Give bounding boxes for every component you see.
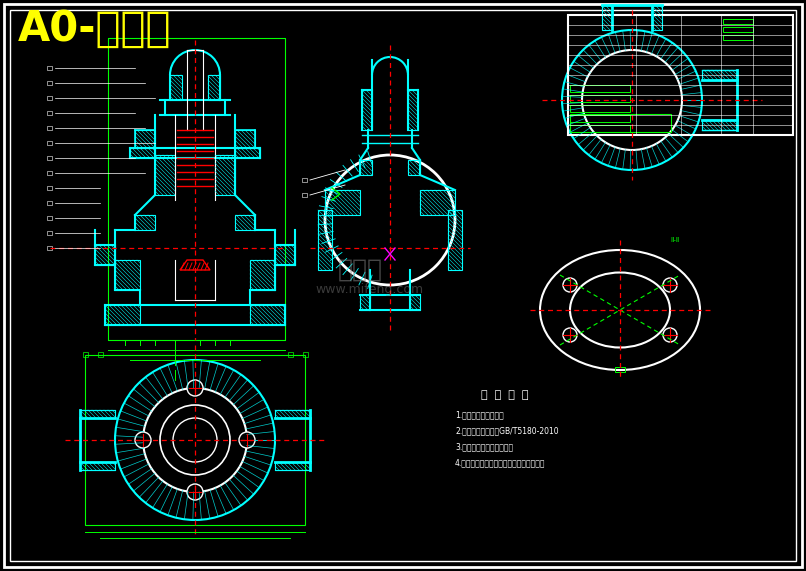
Bar [570, 105, 630, 112]
Circle shape [563, 278, 577, 292]
Bar [362, 90, 372, 130]
Bar [47, 216, 52, 220]
Bar [303, 352, 308, 357]
Bar [47, 96, 52, 100]
Bar [135, 215, 155, 230]
Bar [47, 156, 52, 160]
Bar [288, 352, 293, 357]
Bar [95, 245, 115, 265]
Bar [235, 215, 255, 230]
Bar [108, 38, 285, 340]
Text: Ⅱ-Ⅱ: Ⅱ-Ⅱ [670, 237, 679, 243]
Bar [155, 155, 175, 195]
Bar [723, 19, 753, 24]
Bar [568, 15, 793, 135]
Bar [570, 85, 630, 92]
Bar [47, 201, 52, 205]
Bar [47, 66, 52, 70]
Circle shape [239, 432, 255, 448]
Bar [420, 190, 455, 215]
Bar [275, 462, 310, 470]
Bar [702, 70, 737, 80]
Text: 2.法兰螺栓尺寸按照GB/T5180-2010: 2.法兰螺栓尺寸按照GB/T5180-2010 [455, 426, 559, 435]
Bar [235, 130, 255, 148]
Bar [130, 148, 155, 158]
Bar [47, 111, 52, 115]
Bar [570, 114, 671, 132]
Bar [302, 193, 307, 197]
Bar [98, 352, 103, 357]
Bar [570, 125, 630, 132]
Bar [80, 410, 115, 418]
Bar [47, 126, 52, 130]
Bar [135, 130, 155, 148]
Text: 4.阀体上的毛刺，尖锐棱角等缺陷应予处理: 4.阀体上的毛刺，尖锐棱角等缺陷应予处理 [455, 458, 546, 467]
Bar [318, 210, 332, 270]
Bar [275, 245, 295, 265]
Circle shape [663, 278, 677, 292]
Bar [702, 120, 737, 130]
Bar [410, 295, 420, 310]
Bar [408, 90, 418, 130]
Bar [360, 160, 372, 175]
Text: 沐风网: 沐风网 [338, 258, 383, 282]
Bar [448, 210, 462, 270]
Bar [408, 160, 420, 175]
Circle shape [563, 328, 577, 342]
Bar [47, 171, 52, 175]
Bar [105, 305, 140, 325]
Circle shape [187, 484, 203, 500]
Circle shape [663, 328, 677, 342]
Bar [80, 462, 115, 470]
Bar [570, 115, 630, 122]
Bar [47, 141, 52, 145]
Text: 1.零件装配后检验试压: 1.零件装配后检验试压 [455, 410, 504, 419]
Bar [85, 355, 305, 525]
Bar [723, 27, 753, 32]
Text: A0-安全阀: A0-安全阀 [18, 8, 172, 50]
Bar [250, 260, 275, 290]
Bar [215, 155, 235, 195]
Text: 3.零件装配并涂覆封堵处理: 3.零件装配并涂覆封堵处理 [455, 442, 513, 451]
Bar [208, 75, 220, 100]
Text: 技  术  要  求: 技 术 要 求 [481, 390, 529, 400]
Bar [47, 186, 52, 190]
Bar [47, 81, 52, 85]
Bar [47, 246, 52, 250]
Bar [250, 305, 285, 325]
Bar [360, 295, 370, 310]
Bar [115, 260, 140, 290]
Bar [652, 5, 662, 30]
Bar [108, 38, 285, 340]
Text: www.mifeng.com: www.mifeng.com [316, 283, 424, 296]
Bar [602, 5, 612, 30]
Bar [723, 35, 753, 40]
Bar [325, 190, 360, 215]
Bar [170, 75, 182, 100]
Bar [235, 148, 260, 158]
Circle shape [187, 380, 203, 396]
Bar [615, 367, 625, 372]
Bar [302, 178, 307, 182]
Bar [570, 95, 630, 102]
Bar [47, 231, 52, 235]
Bar [83, 352, 88, 357]
Bar [275, 410, 310, 418]
Circle shape [135, 432, 151, 448]
